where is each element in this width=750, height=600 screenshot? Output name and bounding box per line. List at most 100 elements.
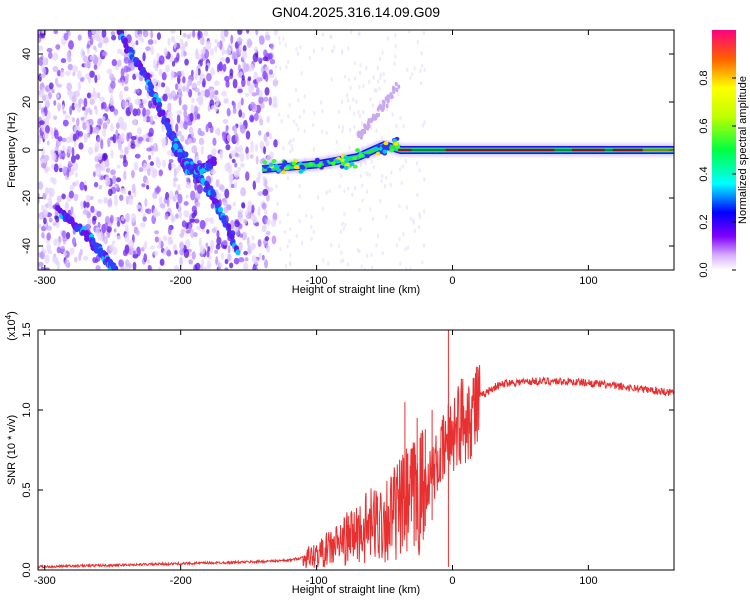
noise-speckle — [64, 203, 70, 211]
trace-point — [69, 216, 75, 223]
noise-speckle — [196, 80, 201, 86]
noise-speckle — [86, 125, 91, 134]
noise-speckle — [101, 116, 106, 122]
trace-point — [112, 265, 119, 270]
noise-speckle — [142, 30, 149, 38]
noise-speckle — [253, 46, 258, 53]
noise-speckle — [264, 87, 270, 96]
signal-blob — [352, 164, 358, 169]
noise-speckle — [206, 249, 210, 258]
noise-speckle — [224, 258, 229, 265]
noise-speckle — [337, 243, 341, 249]
noise-speckle — [265, 34, 271, 41]
noise-speckle — [92, 87, 96, 97]
noise-speckle — [240, 97, 244, 106]
noise-speckle — [406, 245, 410, 250]
signal-blob — [392, 138, 397, 143]
noise-speckle — [238, 109, 243, 118]
noise-speckle — [172, 243, 177, 253]
noise-speckle — [83, 255, 89, 261]
noise-speckle — [69, 105, 73, 116]
noise-speckle — [60, 245, 66, 254]
y-tick-label: -20 — [21, 190, 33, 206]
noise-speckle — [295, 122, 298, 127]
noise-speckle — [264, 236, 270, 242]
noise-speckle — [80, 200, 85, 210]
signal-blob — [393, 141, 399, 146]
signal-blob — [282, 160, 288, 165]
noise-speckle — [115, 122, 120, 129]
noise-speckle — [120, 216, 125, 222]
noise-speckle — [215, 179, 220, 188]
trace-point — [367, 123, 371, 129]
noise-speckle — [192, 30, 196, 38]
noise-speckle — [41, 87, 45, 96]
snr-x-label: Height of straight line (km) — [292, 584, 420, 596]
noise-speckle — [325, 131, 328, 136]
noise-speckle — [263, 49, 268, 57]
noise-speckle — [404, 247, 407, 252]
noise-speckle — [196, 184, 203, 194]
noise-speckle — [250, 144, 254, 153]
noise-speckle — [370, 265, 374, 270]
noise-speckle — [338, 184, 341, 189]
noise-speckle — [225, 56, 230, 64]
noise-speckle — [194, 201, 201, 207]
noise-speckle — [83, 200, 87, 209]
noise-speckle — [79, 181, 85, 191]
noise-speckle — [38, 56, 44, 66]
noise-speckle — [298, 218, 301, 224]
noise-speckle — [205, 124, 209, 133]
noise-speckle — [399, 116, 402, 121]
noise-speckle — [41, 162, 47, 169]
signal-blob — [340, 161, 346, 166]
noise-speckle — [125, 195, 130, 205]
noise-speckle — [223, 30, 229, 38]
signal-blob — [343, 155, 349, 160]
noise-speckle — [186, 121, 193, 126]
trace-point — [217, 206, 223, 213]
noise-speckle — [280, 119, 283, 124]
noise-speckle — [97, 137, 101, 143]
noise-speckle — [353, 76, 357, 81]
noise-speckle — [362, 110, 365, 115]
noise-speckle — [223, 99, 230, 104]
noise-speckle — [78, 100, 82, 108]
signal-blob — [268, 162, 274, 167]
noise-speckle — [85, 194, 91, 203]
noise-speckle — [151, 169, 157, 179]
noise-speckle — [98, 185, 103, 190]
noise-speckle — [214, 90, 219, 96]
y-tick-label: 40 — [21, 48, 33, 60]
noise-speckle — [100, 161, 106, 172]
noise-speckle — [190, 228, 195, 239]
noise-speckle — [185, 194, 189, 199]
noise-speckle — [347, 46, 350, 51]
noise-speckle — [370, 159, 373, 165]
noise-speckle — [230, 183, 235, 189]
noise-speckle — [241, 202, 246, 209]
noise-speckle — [48, 217, 53, 223]
noise-speckle — [249, 114, 255, 123]
noise-speckle — [122, 159, 128, 168]
signal-blob — [352, 156, 357, 161]
noise-speckle — [230, 34, 234, 44]
noise-speckle — [232, 107, 237, 114]
noise-speckle — [167, 102, 172, 112]
noise-speckle — [371, 103, 374, 108]
noise-speckle — [44, 267, 51, 270]
colorbar-tick-label: 0.4 — [698, 166, 710, 181]
noise-speckle — [224, 188, 230, 199]
noise-speckle — [152, 146, 159, 152]
noise-speckle — [197, 127, 202, 136]
noise-speckle — [43, 217, 47, 225]
noise-speckle — [198, 137, 205, 146]
noise-speckle — [171, 69, 175, 78]
noise-speckle — [358, 70, 362, 76]
noise-speckle — [340, 259, 343, 264]
noise-speckle — [148, 100, 153, 109]
noise-speckle — [169, 117, 174, 126]
colorbar: 0.0 0.2 0.4 0.6 0.8 Normalized spectral ampl… — [698, 30, 749, 278]
noise-speckle — [53, 30, 59, 35]
noise-speckle — [52, 222, 57, 227]
